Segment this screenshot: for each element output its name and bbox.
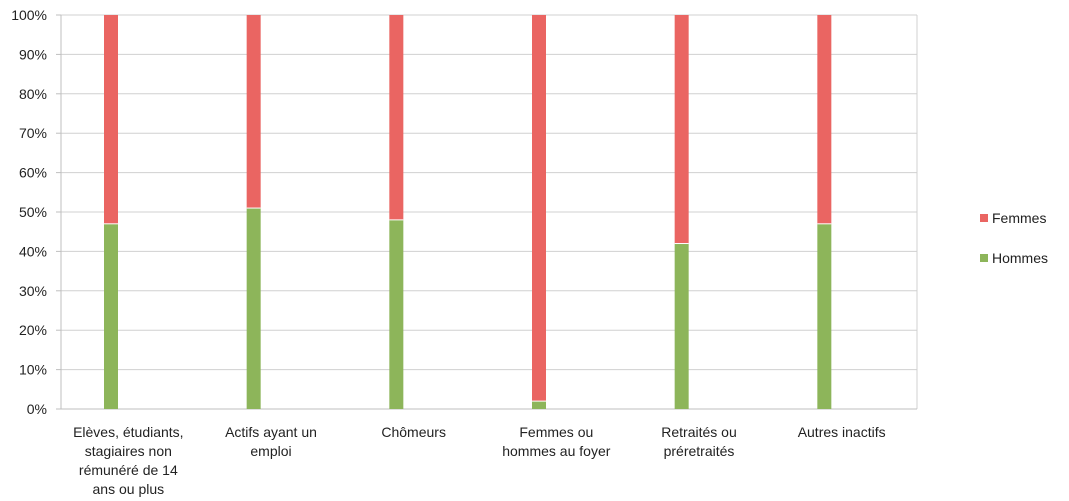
bar-hommes [104, 223, 118, 409]
bar-hommes [532, 401, 546, 409]
legend-label-femmes: Femmes [992, 210, 1046, 226]
bar-hommes [246, 208, 261, 409]
x-category-label: Actifs ayant un emploi [225, 424, 317, 459]
y-tick-label: 90% [19, 46, 47, 62]
bar-femmes [104, 15, 118, 224]
x-category-label-line: Autres inactifs [798, 424, 886, 440]
bar-femmes [532, 15, 546, 402]
x-category-label-line: Chômeurs [381, 424, 446, 440]
y-tick-label: 40% [19, 243, 47, 259]
x-category-label: Autres inactifs [798, 424, 886, 440]
bar-femmes [817, 15, 832, 224]
legend-swatch-femmes [980, 214, 988, 222]
x-category-label-line: rémunéré de 14 [79, 462, 178, 478]
x-category-label-line: stagiaires non [85, 443, 172, 459]
x-category-label-line: Actifs ayant un [225, 424, 317, 440]
bar-hommes [389, 219, 404, 409]
x-category-label: Retraités ou préretraités [661, 424, 736, 459]
bar-femmes [246, 15, 261, 209]
y-tick-label: 10% [19, 362, 47, 378]
bar-femmes [389, 15, 404, 220]
y-tick-label: 30% [19, 283, 47, 299]
y-tick-label: 80% [19, 86, 47, 102]
x-category-label-line: hommes au foyer [502, 443, 610, 459]
x-category-label-line: Femmes ou [519, 424, 593, 440]
y-tick-label: 60% [19, 165, 47, 181]
x-category-label-line: Retraités ou [661, 424, 736, 440]
y-tick-label: 50% [19, 204, 47, 220]
bar-femmes [674, 15, 689, 244]
x-category-label-line: ans ou plus [93, 481, 165, 497]
y-tick-label: 100% [11, 7, 47, 23]
x-category-label-line: Elèves, étudiants, [73, 424, 184, 440]
y-tick-label: 0% [27, 401, 47, 417]
legend-label-hommes: Hommes [992, 250, 1048, 266]
bar-hommes [674, 243, 689, 409]
x-category-label: Chômeurs [381, 424, 446, 440]
y-tick-label: 70% [19, 125, 47, 141]
x-category-label-line: emploi [250, 443, 291, 459]
x-category-label-line: préretraités [664, 443, 735, 459]
y-tick-label: 20% [19, 322, 47, 338]
x-category-label: Femmes ou hommes au foyer [502, 424, 610, 459]
legend-swatch-hommes [980, 254, 988, 262]
bar-hommes [817, 223, 832, 409]
x-category-label: Elèves, étudiants, stagiaires non rémunéré… [73, 424, 184, 497]
